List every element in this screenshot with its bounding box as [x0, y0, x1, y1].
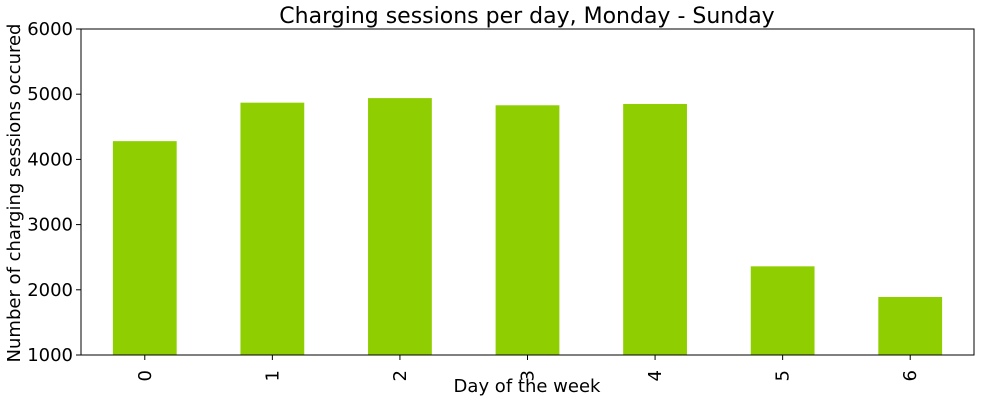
y-axis: 1000 2000 3000 4000 5000 6000 — [27, 19, 81, 366]
y-tick-label: 6000 — [27, 19, 73, 40]
x-tick-label: 3 — [518, 370, 539, 381]
x-axis-label: Day of the week — [454, 376, 601, 397]
y-axis-label: Number of charging sessions occured — [4, 24, 25, 363]
y-tick-label: 1000 — [27, 345, 73, 366]
x-axis: 0 1 2 3 4 5 6 — [135, 355, 921, 381]
bar-5 — [750, 266, 815, 355]
bar-3 — [495, 105, 560, 355]
x-tick-label: 0 — [135, 370, 156, 381]
x-tick-label: 5 — [773, 370, 794, 381]
bars-group — [112, 98, 943, 356]
y-tick-label: 5000 — [27, 84, 73, 105]
chart-title: Charging sessions per day, Monday - Sund… — [279, 4, 774, 29]
x-tick-label: 6 — [900, 370, 921, 381]
x-tick-label: 2 — [390, 370, 411, 381]
bar-6 — [878, 296, 943, 355]
bar-0 — [112, 141, 177, 355]
y-tick-label: 2000 — [27, 280, 73, 301]
plot-frame — [80, 28, 975, 356]
x-tick-label: 1 — [262, 370, 283, 381]
x-tick-label: 4 — [645, 370, 666, 381]
bar-2 — [368, 98, 432, 355]
y-tick-label: 3000 — [27, 215, 73, 236]
bar-1 — [240, 102, 305, 356]
bar-4 — [623, 103, 687, 355]
y-tick-label: 4000 — [27, 149, 73, 170]
